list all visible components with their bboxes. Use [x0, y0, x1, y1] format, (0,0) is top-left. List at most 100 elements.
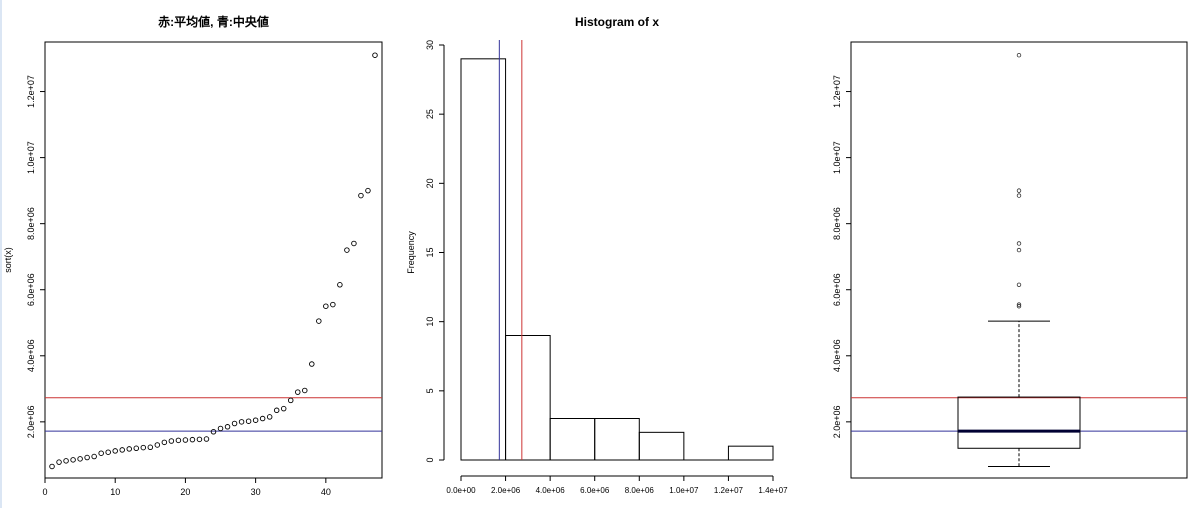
x-tick-label: 0.0e+00: [446, 486, 476, 495]
y-tick-label: 2.0e+06: [26, 405, 36, 438]
x-tick-label: 10: [110, 487, 120, 497]
data-point: [77, 456, 83, 462]
data-point: [210, 429, 217, 435]
data-point: [175, 437, 182, 444]
y-tick-label: 8.0e+06: [26, 207, 36, 240]
data-point: [126, 446, 132, 452]
y-tick-label: 1.2e+07: [26, 75, 36, 108]
y-tick-label: 5: [425, 388, 435, 393]
data-point: [70, 457, 76, 463]
data-point: [295, 389, 301, 395]
outlier-point: [1016, 247, 1022, 253]
y-tick-label: 8.0e+06: [832, 207, 842, 240]
data-point: [344, 247, 350, 253]
outlier-point: [1016, 282, 1022, 287]
histogram-bar: [460, 58, 507, 461]
data-point: [287, 397, 294, 404]
outlier-point: [1016, 193, 1022, 198]
data-point: [266, 414, 273, 420]
y-tick-label: 4.0e+06: [26, 339, 36, 372]
histogram-bar: [638, 431, 685, 461]
data-point: [168, 438, 175, 444]
y-tick-label: 1.2e+07: [832, 75, 842, 108]
x-tick-label: 20: [180, 487, 190, 497]
box: [957, 396, 1081, 449]
data-point: [358, 192, 364, 199]
y-tick-label: 20: [425, 178, 435, 188]
data-point: [140, 444, 147, 451]
histogram-bar: [505, 335, 551, 461]
data-point: [245, 418, 252, 424]
data-point: [49, 463, 55, 470]
data-point: [63, 458, 69, 464]
data-point: [330, 301, 336, 308]
data-point: [252, 417, 259, 423]
data-point: [91, 453, 97, 460]
data-point: [238, 419, 245, 425]
window-edge: [0, 0, 2, 508]
y-tick-label: 25: [425, 109, 435, 119]
scatter-panel: 赤:平均値, 青:中央値 sort(x) 2.0e+06 4.0e+06 6.0e+06…: [3, 14, 383, 497]
x-tick-label: 1.2e+07: [714, 486, 744, 495]
data-point: [351, 240, 357, 247]
plot-frame: [44, 41, 383, 479]
y-tick-label: 0: [425, 457, 435, 462]
x-tick-label: 30: [251, 487, 261, 497]
outlier-point: [1016, 241, 1022, 246]
data-point: [309, 361, 315, 367]
y-tick-label: 1.0e+07: [26, 141, 36, 174]
x-tick-label: 40: [321, 487, 331, 497]
data-point: [365, 187, 371, 194]
data-point: [316, 318, 322, 324]
data-point: [119, 447, 125, 453]
y-tick-label: 4.0e+06: [832, 339, 842, 372]
plot-frame: [850, 41, 1188, 479]
data-point: [231, 420, 238, 427]
data-point: [98, 450, 104, 456]
histogram-bar: [594, 418, 640, 461]
y-tick-label: 1.0e+07: [832, 141, 842, 174]
x-tick-label: 6.0e+06: [580, 486, 610, 495]
data-point: [56, 459, 62, 465]
outlier-point: [1016, 53, 1022, 58]
data-point: [154, 442, 161, 448]
y-axis-label: Frequency: [406, 231, 416, 274]
data-point: [133, 445, 140, 452]
data-point: [323, 303, 329, 309]
data-point: [224, 424, 231, 430]
histogram-bar: [727, 445, 774, 461]
data-point: [273, 407, 280, 414]
data-point: [280, 405, 287, 412]
data-point: [203, 436, 210, 442]
data-point: [189, 436, 196, 443]
data-point: [372, 52, 378, 58]
data-point: [337, 282, 343, 288]
boxplot-panel: 2.0e+06 4.0e+06 6.0e+06 8.0e+06 1.0e+07 1.2e+…: [832, 41, 1188, 479]
outlier-point: [1016, 304, 1022, 309]
y-tick-label: 10: [425, 317, 435, 327]
x-tick-label: 1.0e+07: [669, 486, 699, 495]
y-tick-label: 6.0e+06: [832, 273, 842, 306]
outlier-point: [1016, 302, 1022, 307]
data-point: [84, 454, 90, 461]
data-point: [182, 437, 189, 443]
y-tick-label: 15: [425, 247, 435, 257]
data-point: [302, 387, 308, 394]
x-tick-label: 8.0e+06: [625, 486, 655, 495]
y-axis-label: sort(x): [3, 247, 13, 273]
data-point: [217, 425, 224, 432]
data-point: [161, 439, 168, 446]
chart-title: 赤:平均値, 青:中央値: [158, 14, 269, 29]
chart-title: Histogram of x: [575, 15, 659, 29]
histogram-panel: Histogram of x Frequency 0 5 10 15 20 25 30 0.0e+…: [406, 15, 788, 495]
y-tick-label: 2.0e+06: [832, 405, 842, 438]
x-tick-label: 1.4e+07: [758, 486, 788, 495]
x-tick-label: 0: [42, 487, 47, 497]
y-tick-label: 6.0e+06: [26, 273, 36, 306]
y-tick-label: 30: [425, 40, 435, 50]
data-point: [259, 415, 266, 422]
data-point: [112, 448, 118, 454]
x-tick-label: 2.0e+06: [491, 486, 521, 495]
